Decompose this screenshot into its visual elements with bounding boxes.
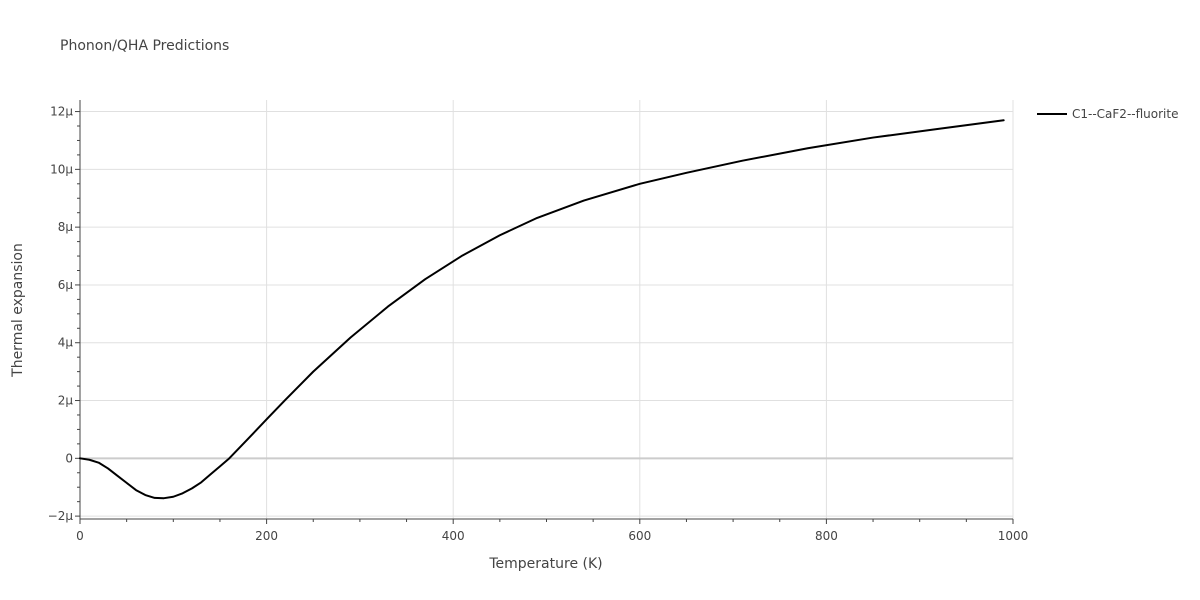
legend-label: C1--CaF2--fluorite <box>1072 107 1178 121</box>
y-tick-label: 4μ <box>58 336 74 350</box>
x-tick-label: 0 <box>76 529 84 543</box>
y-tick-label: 10μ <box>50 162 73 176</box>
x-tick-label: 1000 <box>998 529 1029 543</box>
legend-item[interactable]: C1--CaF2--fluorite <box>1037 107 1178 121</box>
x-tick-label: 400 <box>442 529 465 543</box>
y-tick-label: 0 <box>65 451 73 465</box>
y-tick-label: 6μ <box>58 278 74 292</box>
grid <box>80 100 1014 519</box>
legend[interactable]: C1--CaF2--fluorite <box>1037 107 1178 121</box>
x-tick-label: 200 <box>255 529 278 543</box>
x-axis-title: Temperature (K) <box>488 556 602 572</box>
x-tick-label: 600 <box>628 529 651 543</box>
y-tick-label: 12μ <box>50 105 73 119</box>
series-layer <box>79 119 1005 500</box>
chart-title: Phonon/QHA Predictions <box>60 38 229 54</box>
y-tick-label: −2μ <box>48 509 74 523</box>
y-tick-label: 8μ <box>58 220 74 234</box>
x-tick-label: 800 <box>815 529 838 543</box>
y-axis-title: Thermal expansion <box>10 243 26 378</box>
y-tick-label: 2μ <box>58 394 74 408</box>
series-line <box>79 119 1005 500</box>
